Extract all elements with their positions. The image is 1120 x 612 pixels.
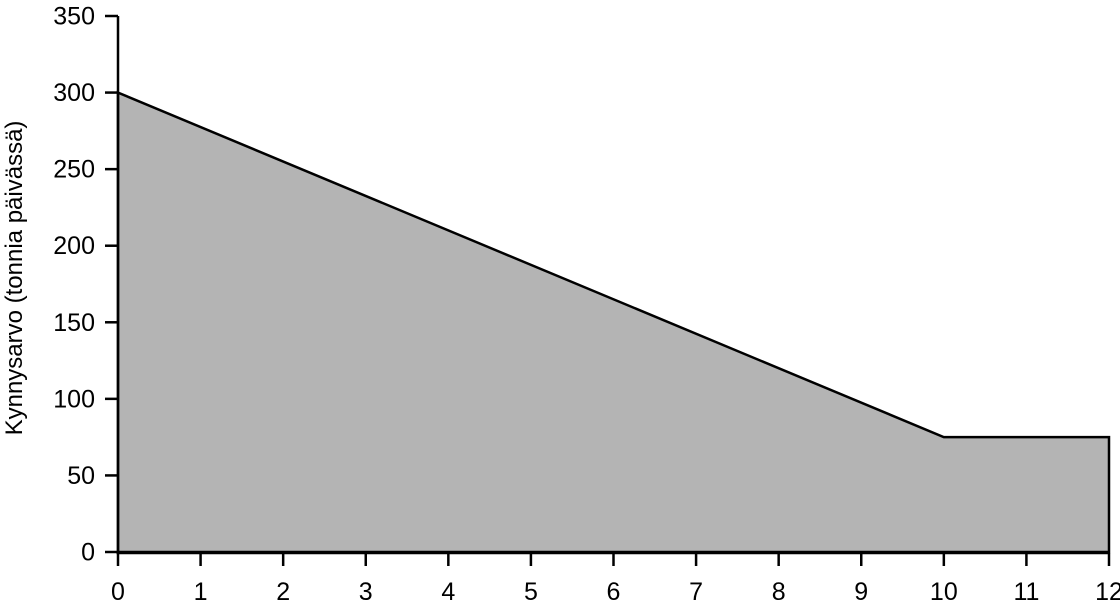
x-tick-label: 9: [854, 578, 868, 606]
y-tick-label: 350: [53, 3, 95, 31]
y-tick-label: 100: [53, 385, 95, 413]
y-tick-label: 200: [53, 232, 95, 260]
x-tick-label: 0: [111, 578, 125, 606]
x-tick-label: 5: [524, 578, 538, 606]
x-tick-label: 11: [1013, 578, 1039, 606]
x-tick-label: 1: [194, 578, 208, 606]
y-tick-label: 0: [81, 539, 95, 567]
y-tick-label: 50: [67, 462, 95, 490]
area-series-group: [116, 90, 1111, 554]
x-tick-label: 12: [1095, 578, 1120, 606]
ticks-group: [105, 14, 1111, 566]
y-tick-label: 250: [53, 156, 95, 184]
x-tick-label: 2: [276, 578, 290, 606]
y-axis-title: Kynnysarvo (tonnia päivässä): [1, 121, 28, 436]
x-tick-label: 6: [607, 578, 621, 606]
area-polygon: [116, 90, 1111, 554]
x-tick-label: 7: [689, 578, 703, 606]
y-tick-label: 300: [53, 79, 95, 107]
x-tick-label: 4: [441, 578, 455, 606]
x-tick-label: 10: [930, 578, 958, 606]
y-tick-label: 150: [53, 309, 95, 337]
x-tick-label: 3: [359, 578, 373, 606]
x-tick-label: 8: [772, 578, 786, 606]
